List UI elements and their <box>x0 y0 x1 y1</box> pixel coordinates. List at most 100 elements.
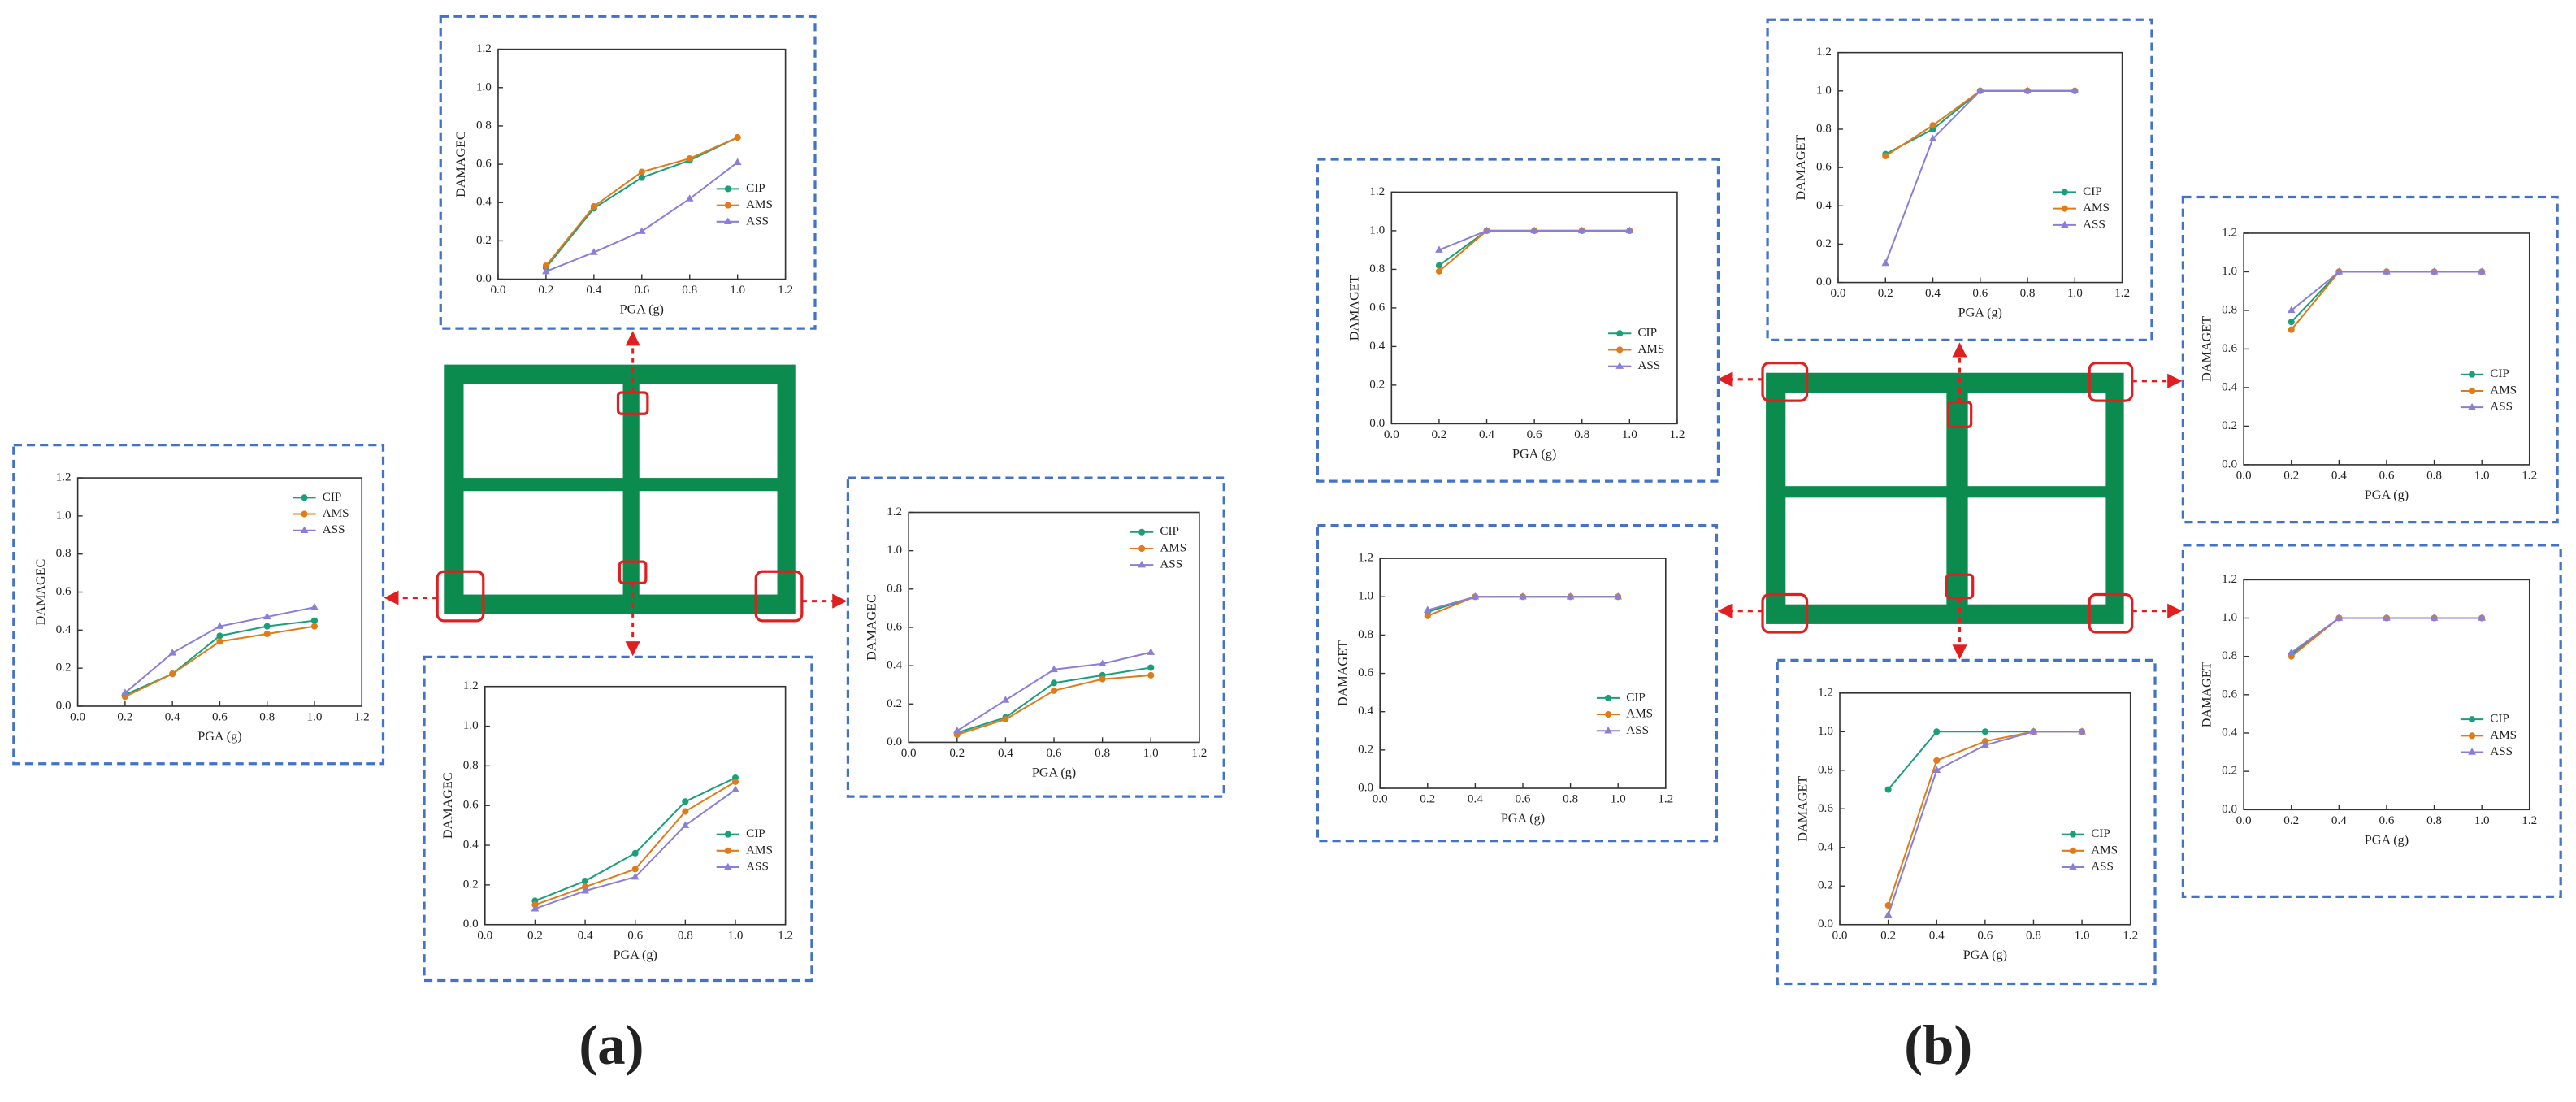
marker <box>1050 679 1058 687</box>
marker <box>1615 362 1624 369</box>
legend-label: CIP <box>2490 367 2509 380</box>
chart-frame <box>12 444 385 766</box>
marker <box>1099 675 1106 683</box>
marker <box>1884 910 1893 918</box>
y-tick-label: 0.0 <box>1369 416 1385 430</box>
x-tick-label: 0.8 <box>1563 792 1578 806</box>
legend-label: CIP <box>2490 712 2509 726</box>
x-tick-label: 1.2 <box>354 710 370 724</box>
marker <box>1001 696 1010 703</box>
x-tick-label: 0.2 <box>538 283 553 297</box>
marker <box>2078 727 2086 735</box>
y-tick-label: 1.2 <box>56 471 72 484</box>
marker <box>2029 727 2038 735</box>
x-axis-label: PGA (g) <box>2365 488 2409 502</box>
y-tick-label: 1.2 <box>463 679 479 692</box>
chart: 0.0 0.2 0.4 0.6 0.8 1.0 1.2 0.0 0.2 0.4 0.6 0.8 1.0 1… <box>1766 18 2153 341</box>
x-tick-label: 0.4 <box>1925 286 1941 300</box>
x-tick-label: 0.6 <box>1516 792 1531 806</box>
legend-label: ASS <box>1637 358 1660 372</box>
marker <box>531 904 540 912</box>
y-tick-label: 0.8 <box>2222 649 2237 662</box>
y-tick-label: 0.2 <box>56 661 72 675</box>
x-tick-label: 1.2 <box>2123 928 2138 942</box>
marker <box>301 494 308 501</box>
x-tick-label: 0.6 <box>2379 813 2394 827</box>
marker <box>952 727 961 734</box>
marker <box>1884 786 1892 793</box>
marker <box>300 526 309 533</box>
y-axis-label: DAMAGET <box>1348 275 1362 341</box>
x-axis-label: PGA (g) <box>1032 766 1076 780</box>
x-tick-label: 0.6 <box>1977 928 1993 942</box>
y-axis-label: DAMAGET <box>1794 135 1808 201</box>
y-tick-label: 0.0 <box>476 271 492 285</box>
y-axis-label: DAMAGEC <box>454 131 468 197</box>
marker <box>542 267 550 275</box>
marker <box>724 862 732 870</box>
marker <box>581 886 589 894</box>
marker <box>724 847 731 854</box>
y-tick-label: 0.2 <box>887 696 902 710</box>
y-tick-label: 0.4 <box>887 658 902 672</box>
marker <box>2383 267 2391 275</box>
y-tick-label: 0.2 <box>1358 742 1373 756</box>
marker <box>2430 614 2439 621</box>
legend-label: ASS <box>2091 860 2114 874</box>
x-tick-label: 0.4 <box>2331 813 2347 827</box>
marker <box>216 638 223 645</box>
x-tick-label: 0.4 <box>998 746 1013 760</box>
marker <box>2468 748 2476 755</box>
y-tick-label: 1.2 <box>2222 225 2237 239</box>
marker <box>168 649 177 656</box>
legend-label: CIP <box>746 181 765 195</box>
x-tick-label: 0.2 <box>2283 813 2299 827</box>
marker <box>2287 648 2296 656</box>
marker <box>2061 220 2069 228</box>
y-tick-label: 0.0 <box>2222 457 2237 471</box>
marker <box>2069 862 2077 870</box>
marker <box>638 168 645 176</box>
y-tick-label: 0.6 <box>1816 160 1832 174</box>
y-tick-label: 0.8 <box>476 118 492 132</box>
marker <box>724 202 731 209</box>
y-tick-label: 0.2 <box>1816 236 1832 250</box>
x-tick-label: 1.0 <box>1143 746 1159 760</box>
legend-label: ASS <box>2490 400 2513 414</box>
marker <box>685 194 694 202</box>
marker <box>589 248 598 255</box>
marker <box>631 872 640 880</box>
marker <box>1435 267 1442 275</box>
marker <box>2335 267 2344 275</box>
y-axis-label: DAMAGET <box>1796 776 1810 842</box>
chart: 0.0 0.2 0.4 0.6 0.8 1.0 1.2 0.0 0.2 0.4 0.6 0.8 1.0 1… <box>1316 158 1720 483</box>
marker <box>2335 614 2344 621</box>
x-tick-label: 1.0 <box>2474 813 2490 827</box>
marker <box>215 622 224 629</box>
x-tick-label: 0.6 <box>1527 427 1542 441</box>
marker <box>1933 728 1941 735</box>
y-tick-label: 1.0 <box>56 508 72 522</box>
marker <box>2023 86 2032 94</box>
chart: 0.0 0.2 0.4 0.6 0.8 1.0 1.2 0.0 0.2 0.4 0.6 0.8 1.0 1… <box>2181 195 2559 524</box>
x-tick-label: 0.0 <box>477 928 492 942</box>
x-tick-label: 0.4 <box>1479 427 1494 441</box>
marker <box>2071 86 2079 94</box>
y-tick-label: 0.6 <box>463 798 479 812</box>
y-tick-label: 1.0 <box>1818 724 1833 738</box>
x-tick-label: 0.2 <box>1878 286 1893 300</box>
x-tick-label: 1.0 <box>1611 792 1626 806</box>
x-tick-label: 0.6 <box>1047 746 1062 760</box>
y-tick-label: 0.8 <box>1369 262 1385 276</box>
marker <box>310 617 319 624</box>
y-tick-label: 0.8 <box>56 546 72 560</box>
x-tick-label: 0.8 <box>678 928 693 942</box>
marker <box>1423 605 1432 613</box>
frame-a <box>384 331 848 657</box>
chart-frame <box>846 476 1225 798</box>
marker <box>263 630 271 638</box>
x-tick-label: 0.6 <box>2379 469 2394 483</box>
chart: 0.0 0.2 0.4 0.6 0.8 1.0 1.2 0.0 0.2 0.4 0.6 0.8 1.0 1… <box>1316 524 1719 843</box>
x-tick-label: 0.6 <box>212 710 228 724</box>
y-tick-label: 0.2 <box>1369 377 1385 391</box>
